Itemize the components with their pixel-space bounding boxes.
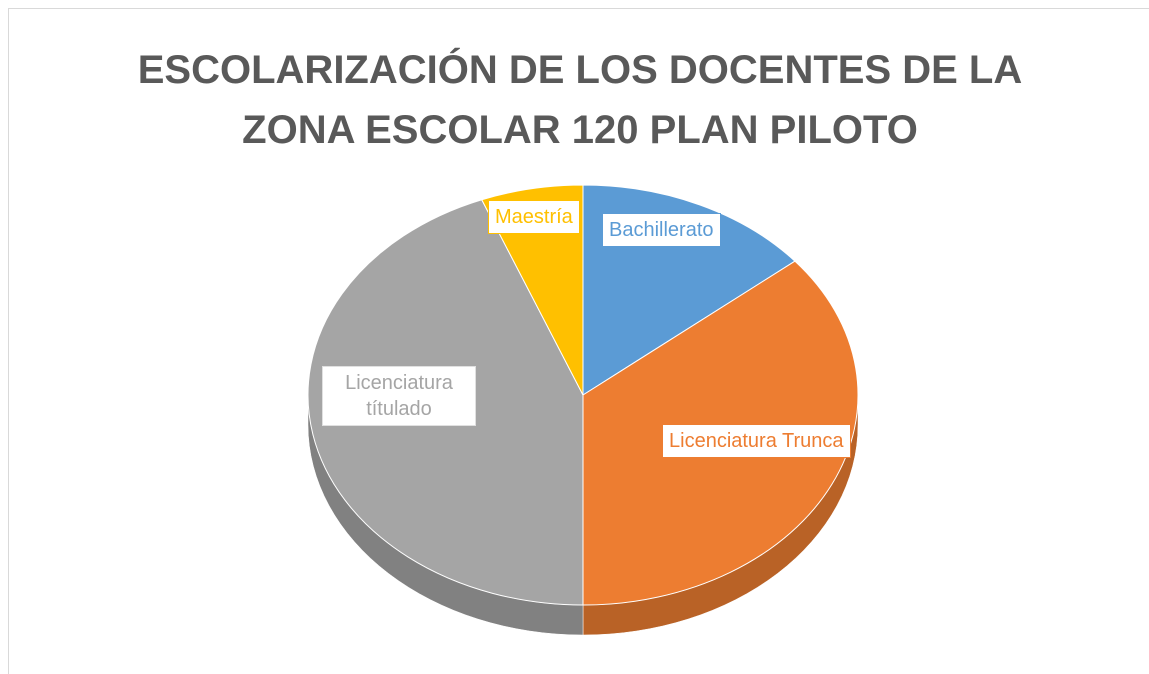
data-label: Bachillerato: [602, 213, 721, 247]
data-label: Maestría: [488, 200, 580, 234]
chart-title: ESCOLARIZACIÓN DE LOS DOCENTES DE LA ZON…: [137, 48, 1023, 152]
data-label: Licenciatura Trunca: [662, 424, 851, 458]
chart-frame: [8, 8, 1149, 674]
data-label: Licenciatura títulado: [322, 366, 476, 426]
pie-slice: [481, 184, 584, 396]
